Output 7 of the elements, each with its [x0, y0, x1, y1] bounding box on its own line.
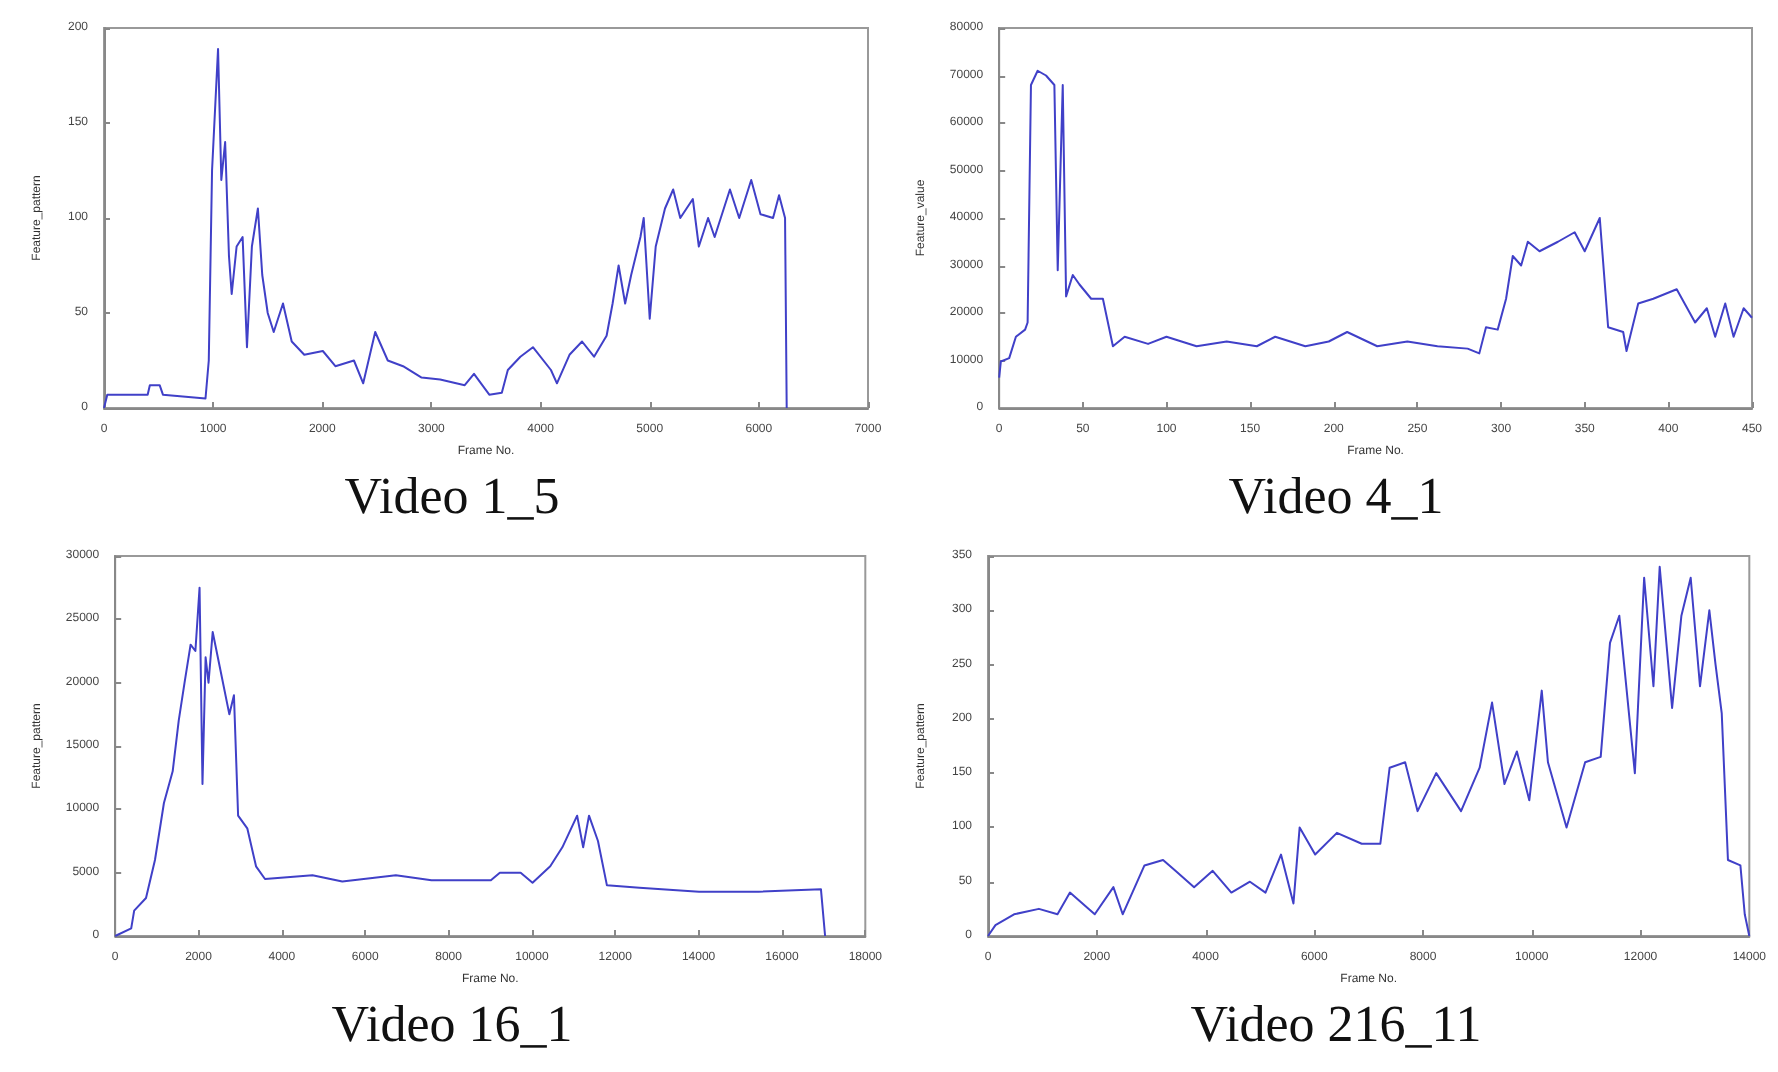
line-series: [103, 47, 788, 409]
text: Video 1_5: [344, 467, 560, 525]
text: Video 16_1: [331, 995, 573, 1053]
line-series: [998, 69, 1753, 379]
line-series: [114, 586, 827, 937]
text: Video 216_11: [1190, 995, 1482, 1053]
text: Video 4_1: [1228, 467, 1444, 525]
